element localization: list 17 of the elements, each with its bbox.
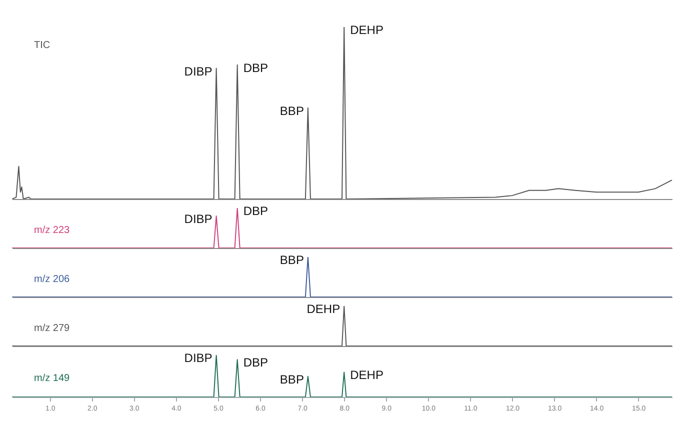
annotation: BBP <box>280 104 304 118</box>
annotation: DEHP <box>350 368 384 382</box>
series-label: m/z 206 <box>34 274 70 285</box>
annotation: DIBP <box>184 212 212 226</box>
annotation: DEHP <box>306 302 340 316</box>
annotation: DEHP <box>350 23 384 37</box>
annotation: DBP <box>243 356 268 370</box>
annotation: DBP <box>243 204 268 218</box>
series-label: m/z 223 <box>34 225 70 236</box>
annotation: DBP <box>243 60 268 75</box>
annotation: DIBP <box>184 64 212 78</box>
series-label: m/z 149 <box>34 373 70 384</box>
annotation: DIBP <box>184 351 212 365</box>
series-label: m/z 279 <box>34 323 70 334</box>
annotation: BBP <box>280 372 304 386</box>
text: TIC <box>34 40 50 51</box>
annotation: BBP <box>280 253 304 267</box>
